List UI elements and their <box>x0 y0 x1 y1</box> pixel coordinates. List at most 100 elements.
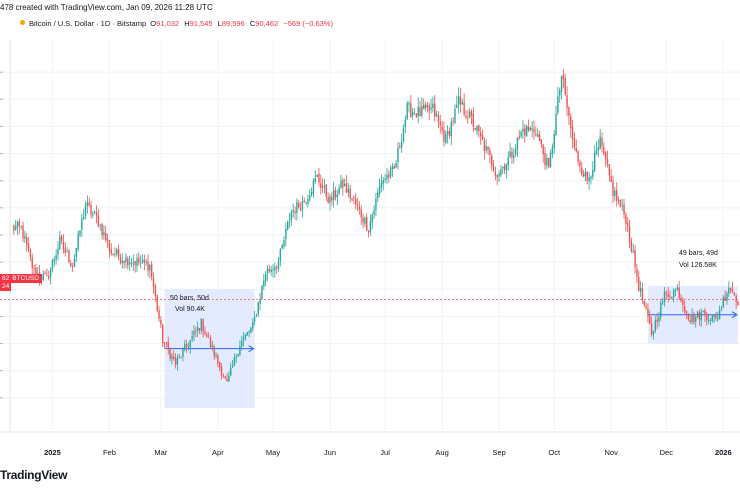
candle-body <box>507 157 509 165</box>
candle-body <box>51 260 54 270</box>
candle-body <box>367 230 370 233</box>
candle-body <box>242 337 245 341</box>
candle-body <box>542 144 544 155</box>
candle-body <box>682 299 684 306</box>
candle-body <box>378 186 381 194</box>
candle-body <box>191 335 193 340</box>
candle-body <box>709 320 712 321</box>
candle-body <box>536 134 539 137</box>
candle-body <box>654 320 656 331</box>
candle-body <box>680 298 682 301</box>
candle-body <box>518 136 520 138</box>
candle-body <box>59 236 61 250</box>
candle-body <box>277 261 280 269</box>
candle-body <box>547 157 550 167</box>
candle-body <box>570 115 572 129</box>
candle-body <box>182 349 184 357</box>
candle-body <box>171 355 173 359</box>
candle-body <box>470 111 473 116</box>
candle-body <box>465 115 467 118</box>
candle-body <box>316 174 318 177</box>
candle-body <box>195 330 197 332</box>
candle-body <box>669 296 671 298</box>
measure-tools[interactable] <box>164 285 738 409</box>
candle-body <box>663 292 666 303</box>
candle-body <box>241 340 243 346</box>
candle-body <box>97 216 100 227</box>
candle-body <box>165 342 168 344</box>
candles[interactable] <box>13 69 739 382</box>
candle-body <box>647 308 649 317</box>
open-value: 91,032 <box>156 19 180 28</box>
candle-body <box>525 125 528 137</box>
candle-body <box>562 74 565 80</box>
candle-body <box>31 257 33 268</box>
candle-body <box>402 128 405 142</box>
candle-body <box>274 267 276 271</box>
candle-body <box>318 173 320 183</box>
candle-body <box>728 288 730 294</box>
candle-body <box>298 202 300 208</box>
candle-body <box>110 249 112 254</box>
candle-body <box>288 220 291 222</box>
candle-body <box>127 258 129 266</box>
candle-body <box>353 196 355 199</box>
candle-body <box>707 319 710 322</box>
candle-body <box>266 268 269 274</box>
candle-body <box>285 229 287 239</box>
candle-body <box>331 197 333 201</box>
candle-body <box>502 166 504 169</box>
candle-body <box>244 334 247 338</box>
candle-body <box>90 204 92 215</box>
candle-body <box>301 201 304 210</box>
candle-body <box>60 236 63 241</box>
candle-body <box>428 105 430 111</box>
price-axis[interactable] <box>0 40 11 432</box>
candle-body <box>226 378 228 382</box>
candle-body <box>592 170 594 177</box>
candle-body <box>200 318 203 331</box>
candle-body <box>441 126 443 131</box>
candle-body <box>29 249 32 257</box>
candle-body <box>608 164 611 176</box>
candle-body <box>218 362 221 368</box>
candle-body <box>630 241 633 252</box>
candle-body <box>540 139 543 144</box>
candle-body <box>544 153 546 166</box>
candle-body <box>320 183 322 188</box>
candle-body <box>296 201 298 213</box>
candle-body <box>261 285 263 300</box>
change-value: −569 (−0.63%) <box>283 19 333 28</box>
candle-body <box>154 285 157 296</box>
symbol-title[interactable]: Bitcoin / U.S. Dollar · 1D · Bitstamp <box>29 19 147 28</box>
candle-body <box>53 259 55 262</box>
candle-body <box>417 106 419 117</box>
candle-body <box>529 127 532 131</box>
time-axis[interactable]: 2025 Feb Mar Apr May Jun Jul Aug Sep Oct Nov Dec 202… <box>0 431 740 457</box>
candle-body <box>264 274 267 282</box>
high-value: 91,545 <box>189 19 213 28</box>
candle-body <box>44 273 46 274</box>
candle-body <box>253 316 256 322</box>
candle-body <box>582 173 585 177</box>
candle-body <box>68 250 70 263</box>
candle-body <box>479 132 482 137</box>
candle-body <box>362 217 364 223</box>
candle-body <box>290 211 293 221</box>
candle-body <box>303 200 305 203</box>
candle-body <box>130 263 133 265</box>
candle-body <box>446 131 449 135</box>
candle-body <box>263 280 265 287</box>
candle-body <box>106 239 109 241</box>
candle-body <box>338 187 340 194</box>
candle-body <box>650 323 653 335</box>
candle-body <box>432 103 434 109</box>
candle-body <box>180 357 182 358</box>
snapshot-info: 478 created with TradingView.com, Jan 09… <box>0 3 213 12</box>
candle-body <box>117 249 120 257</box>
candle-body <box>88 202 90 206</box>
candle-body <box>14 226 17 230</box>
candle-body <box>286 222 289 230</box>
candle-body <box>674 289 677 291</box>
